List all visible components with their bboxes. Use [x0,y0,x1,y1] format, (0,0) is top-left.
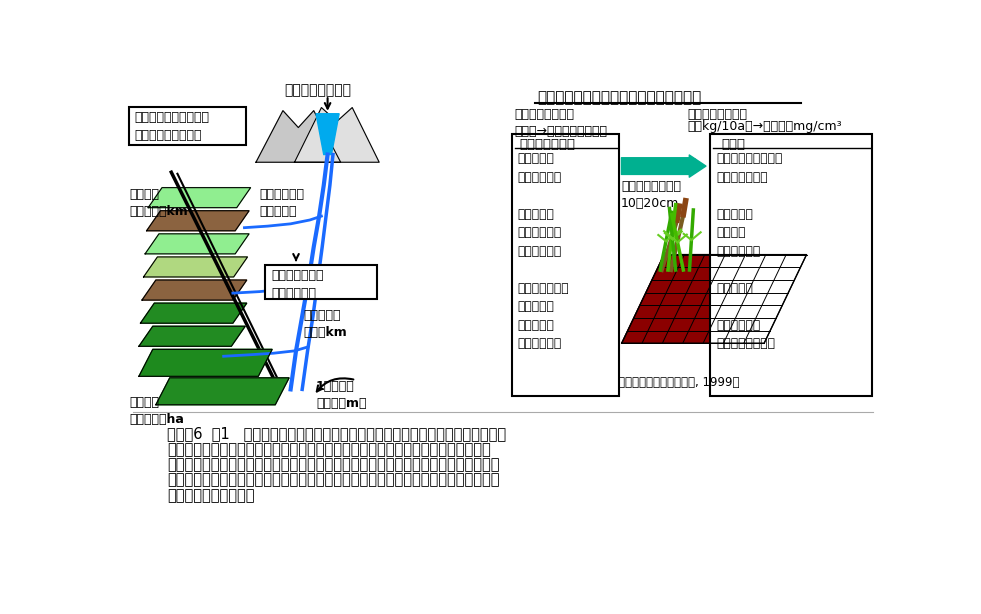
Text: 集団技術による
水田群の管理: 集団技術による 水田群の管理 [272,270,324,300]
Text: 1枚の水田
（〜数十m）: 1枚の水田 （〜数十m） [316,380,367,410]
Bar [129,107,246,146]
Text: センシング項目: センシング項目 [519,138,575,150]
Polygon shape [142,280,247,300]
Polygon shape [148,188,250,208]
Text: その集団技術である。: その集団技術である。 [168,488,255,503]
Text: （石川農試：国立卓生ら, 1999）: （石川農試：国立卓生ら, 1999） [618,376,740,389]
Text: 処方箋: 処方箋 [722,138,746,150]
Text: 施肥基準の見直し: 施肥基準の見直し [687,108,748,122]
Text: 貯水・基幹通水・水田
配水の包括的な管理: 貯水・基幹通水・水田 配水の包括的な管理 [134,111,209,142]
Bar [265,265,377,298]
Text: ほ場内：イネ倒伏の空間ばらつきと対応: ほ場内：イネ倒伏の空間ばらつきと対応 [537,91,701,106]
Text: コラム6  図1   日本の水田は高度に組織された水管理の集団技術で運用されている: コラム6 図1 日本の水田は高度に組織された水管理の集団技術で運用されている [168,426,506,441]
Text: 倒伏開始スケール
10〜20cm: 倒伏開始スケール 10〜20cm [621,180,681,210]
Polygon shape [143,257,247,277]
Polygon shape [139,349,272,376]
Text: 水利組合
数百〜数千ha: 水利組合 数百〜数千ha [129,395,183,426]
Text: 水田は，貯水から基幹通水，水田への配水，雑草と倒伏の正確な田面水管理の重層: 水田は，貯水から基幹通水，水田への配水，雑草と倒伏の正確な田面水管理の重層 [168,441,491,457]
Text: 的技術を，行政組織から地域集団および農家個人が担う集団技術で管理されている。: 的技術を，行政組織から地域集団および農家個人が担う集団技術で管理されている。 [168,457,500,472]
Polygon shape [316,114,339,155]
Text: 危険密度の見直し
本／㎡→ボロノイ分割など: 危険密度の見直し 本／㎡→ボロノイ分割など [514,108,607,138]
Polygon shape [139,326,245,346]
Text: ・個体密度
・分げつ分布

・葉色分布
・草丈・茎径
・根張り具合

・湛水深さ分布
・土壌硬さ
・土壌水分
・土壌肥沃度: ・個体密度 ・分げつ分布 ・葉色分布 ・草丈・茎径 ・根張り具合 ・湛水深さ分布… [518,152,569,350]
Text: 面：kg/10a　→　空間：mg/cm³: 面：kg/10a → 空間：mg/cm³ [687,120,842,133]
Polygon shape [146,211,249,231]
Text: モザイク分布
耕作放棄地: モザイク分布 耕作放棄地 [260,188,305,217]
Polygon shape [140,303,247,323]
Text: 大量離農で失われるのは，この集団技術である。精密農業（スマート農業）の対象も: 大量離農で失われるのは，この集団技術である。精密農業（スマート農業）の対象も [168,473,500,488]
FancyArrowPatch shape [621,155,706,177]
Polygon shape [622,255,806,343]
Text: ・播種・移植床準備
・播種密度管理

・肥培管理
・水管理
・間引き作業

・管理車両

・管理マップ
　投資　対　効果: ・播種・移植床準備 ・播種密度管理 ・肥培管理 ・水管理 ・間引き作業 ・管理車… [716,152,783,350]
Polygon shape [145,234,249,254]
Text: 危険スポットの探索: 危険スポットの探索 [624,157,697,170]
Bar [512,134,619,395]
Text: 取水（湖や河川）: 取水（湖や河川） [284,83,351,97]
Polygon shape [156,378,289,405]
Text: 集落へ配水
〜数十km: 集落へ配水 〜数十km [304,308,347,338]
Polygon shape [294,107,380,162]
Bar [710,134,872,395]
Polygon shape [256,111,340,162]
Text: 基幹通水
数十〜数百km: 基幹通水 数十〜数百km [129,188,187,217]
